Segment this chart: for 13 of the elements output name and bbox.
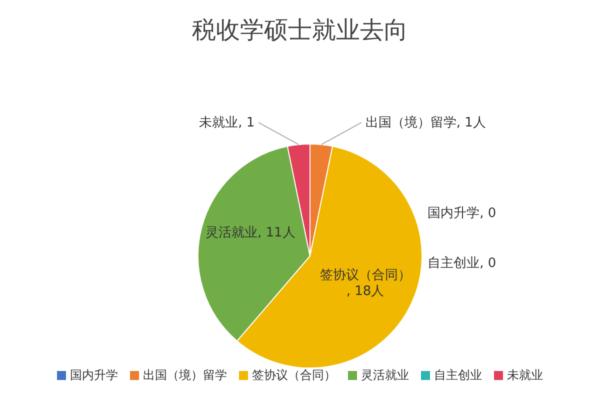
data-label: 未就业, 1 bbox=[199, 116, 255, 131]
text: 国内升学, 0 bbox=[428, 206, 496, 221]
text: 自主创业, 0 bbox=[428, 256, 496, 271]
data-label: 出国（境）留学, 1人 bbox=[365, 114, 486, 131]
data-label: 签协议（合同）, 18人 bbox=[320, 268, 411, 300]
legend-label: 灵活就业 bbox=[360, 367, 409, 384]
legend-label: 未就业 bbox=[506, 367, 543, 384]
legend-label: 签协议（合同） bbox=[251, 367, 336, 384]
data-label: 灵活就业, 11人 bbox=[205, 226, 296, 241]
legend-label: 自主创业 bbox=[433, 367, 482, 384]
legend-label: 出国（境）留学 bbox=[142, 367, 227, 384]
legend-label: 国内升学 bbox=[69, 367, 118, 384]
chart-title: 税收学硕士就业去向 bbox=[191, 15, 409, 46]
